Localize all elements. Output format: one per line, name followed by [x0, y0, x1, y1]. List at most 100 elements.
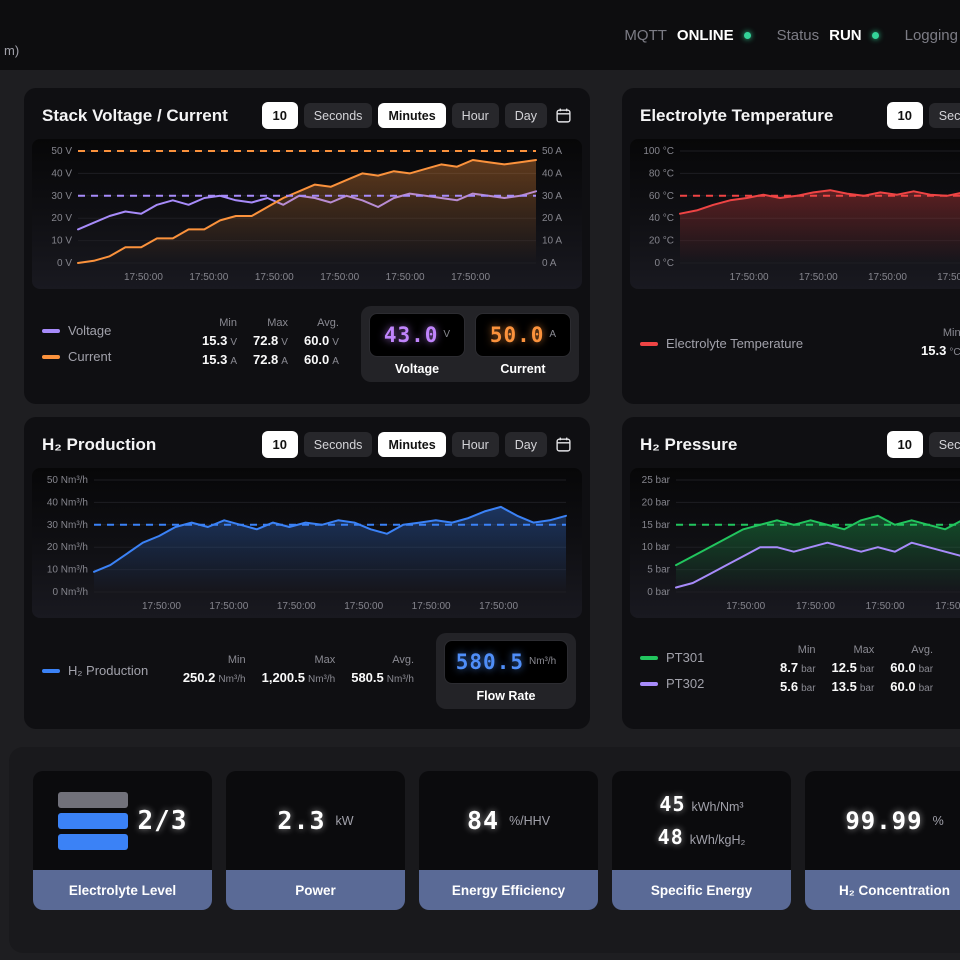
stat-value: 580.5 Nm³/h	[351, 669, 414, 685]
unit-button-day[interactable]: Day	[504, 432, 547, 457]
legend-label: Current	[68, 349, 112, 364]
svg-text:0 Nm³/h: 0 Nm³/h	[52, 587, 88, 598]
legend-item-pt302[interactable]: PT302	[640, 676, 730, 691]
mqtt-online-indicator	[743, 31, 751, 39]
legend-item-pt301[interactable]: PT301	[640, 650, 730, 665]
stat-header: Max	[267, 317, 288, 329]
panel-title: Stack Voltage / Current	[42, 105, 228, 125]
stat-header: Min	[227, 653, 246, 666]
mqtt-value: ONLINE	[676, 26, 734, 44]
legend-swatch-current	[42, 354, 60, 359]
display-flow-rate: 580.5 Nm³/h Flow Rate	[444, 639, 568, 703]
svg-text:17:50:00: 17:50:00	[937, 272, 960, 283]
mqtt-label: MQTT	[624, 26, 667, 44]
panel-h2-production: H₂ Production Seconds Minutes Hour Day 0…	[24, 417, 590, 729]
svg-text:20 Nm³/h: 20 Nm³/h	[47, 542, 88, 553]
legend-swatch-pt301	[640, 655, 658, 660]
status-group: MQTT ONLINE Status RUN Logging	[624, 0, 958, 70]
panel-footer: H₂ Production Min 250.2 Nm³/h Max 1,200.5…	[24, 618, 590, 729]
unit-button-seconds[interactable]: Seconds	[928, 432, 960, 457]
stat-header: Min	[797, 644, 816, 656]
svg-text:17:50:00: 17:50:00	[142, 601, 181, 612]
interval-input[interactable]	[886, 102, 923, 129]
top-bar: m) MQTT ONLINE Status RUN Logging	[0, 0, 960, 70]
specific-energy-value-nm3: 45	[659, 792, 686, 816]
card-body: 99.99 %	[805, 771, 960, 870]
unit-button-minutes[interactable]: Minutes	[378, 432, 446, 457]
stat-header: Min	[942, 326, 960, 339]
legend-swatch-temperature	[640, 341, 658, 346]
power-unit: kW	[335, 813, 354, 828]
interval-input[interactable]	[886, 431, 923, 458]
chart-h2-production: 0 Nm³/h 10 Nm³/h 20 Nm³/h 30 Nm³/h 40 Nm³/h 5…	[32, 468, 582, 618]
svg-text:0 V: 0 V	[57, 258, 72, 269]
stat-header: Max	[853, 644, 875, 656]
electrolyte-level-value: 2/3	[137, 805, 188, 836]
run-indicator	[871, 31, 879, 39]
svg-text:17:50:00: 17:50:00	[451, 272, 490, 283]
unit-button-hour[interactable]: Hour	[451, 432, 499, 457]
card-label: Specific Energy	[612, 870, 791, 910]
legend-item-current[interactable]: Current	[42, 349, 192, 364]
h2-concentration-value: 99.99	[845, 806, 923, 835]
unit-button-hour[interactable]: Hour	[451, 103, 499, 128]
kpi-card-strip: 2/3 Electrolyte Level 2.3 kW Power 84 %/…	[9, 747, 960, 953]
panel-footer: Voltage Current Min 15.3 V 15.3 A Max 72.8…	[24, 289, 590, 404]
svg-text:17:50:00: 17:50:00	[255, 272, 294, 283]
logging-label[interactable]: Logging	[904, 26, 958, 44]
card-body: 2.3 kW	[226, 771, 405, 870]
svg-text:25 bar: 25 bar	[642, 475, 671, 486]
svg-text:50 A: 50 A	[542, 146, 562, 157]
calendar-button[interactable]	[553, 107, 574, 124]
legend-item-voltage[interactable]: Voltage	[42, 323, 192, 338]
panel-footer: Electrolyte Temperature Min 15.3 °C	[622, 289, 960, 404]
legend-swatch-h2-production	[42, 668, 60, 673]
svg-text:40 °C: 40 °C	[649, 213, 674, 224]
stats: Min 15.3 °C	[921, 327, 960, 361]
display-label: Voltage	[394, 361, 440, 376]
electrolyte-level-gauge	[57, 791, 128, 850]
truncated-title: m)	[4, 43, 20, 58]
unit-button-seconds[interactable]: Seconds	[928, 103, 960, 128]
svg-text:17:50:00: 17:50:00	[412, 601, 451, 612]
legend-label: PT302	[666, 676, 705, 691]
display-group: 43.0 V Voltage 50.0 A Current	[360, 305, 579, 382]
svg-text:15 bar: 15 bar	[642, 520, 671, 531]
svg-text:17:50:00: 17:50:00	[189, 272, 228, 283]
svg-text:20 A: 20 A	[542, 213, 562, 224]
voltage-readout: 43.0	[383, 322, 439, 347]
unit-button-seconds[interactable]: Seconds	[303, 432, 373, 457]
unit-button-seconds[interactable]: Seconds	[303, 103, 373, 128]
display-label: Flow Rate	[476, 688, 536, 703]
legend-item-h2-production[interactable]: H₂ Production	[42, 663, 172, 678]
display-screen: 50.0 A	[474, 312, 571, 357]
level-bar-filled	[57, 812, 128, 829]
status-value: RUN	[829, 26, 862, 44]
stat-value: 15.3 °C	[921, 342, 960, 358]
stat-value: 5.6 bar	[780, 679, 816, 694]
specific-energy-row: 45 kWh/Nm³	[659, 792, 743, 816]
legend-item-electrolyte-temperature[interactable]: Electrolyte Temperature	[640, 336, 803, 351]
svg-text:40 A: 40 A	[542, 168, 562, 179]
stat-value: 15.3 V	[202, 333, 237, 348]
display-screen: 43.0 V	[368, 312, 465, 357]
stat-value: 60.0 bar	[890, 660, 934, 675]
svg-text:17:50:00: 17:50:00	[386, 272, 425, 283]
interval-input[interactable]	[261, 431, 298, 458]
stat-col-max: Max 72.8 V 72.8 A	[253, 317, 288, 370]
svg-text:80 °C: 80 °C	[649, 168, 674, 179]
svg-text:50 V: 50 V	[51, 146, 72, 157]
panel-title: H₂ Pressure	[640, 434, 738, 454]
unit-button-day[interactable]: Day	[504, 103, 547, 128]
calendar-button[interactable]	[553, 436, 574, 453]
stat-col-max: Max 12.5 bar 13.5 bar	[832, 644, 875, 697]
card-specific-energy: 45 kWh/Nm³ 48 kWh/kgH₂ Specific Energy	[612, 771, 791, 910]
stat-value: 15.3 A	[202, 352, 237, 367]
stat-header: Avg.	[317, 317, 339, 329]
unit-button-minutes[interactable]: Minutes	[378, 103, 446, 128]
display-group: 580.5 Nm³/h Flow Rate	[436, 632, 576, 709]
interval-input[interactable]	[261, 102, 298, 129]
chart-canvas: 0 Nm³/h 10 Nm³/h 20 Nm³/h 30 Nm³/h 40 Nm³/h 5…	[47, 475, 567, 612]
panel-title: H₂ Production	[42, 434, 157, 454]
